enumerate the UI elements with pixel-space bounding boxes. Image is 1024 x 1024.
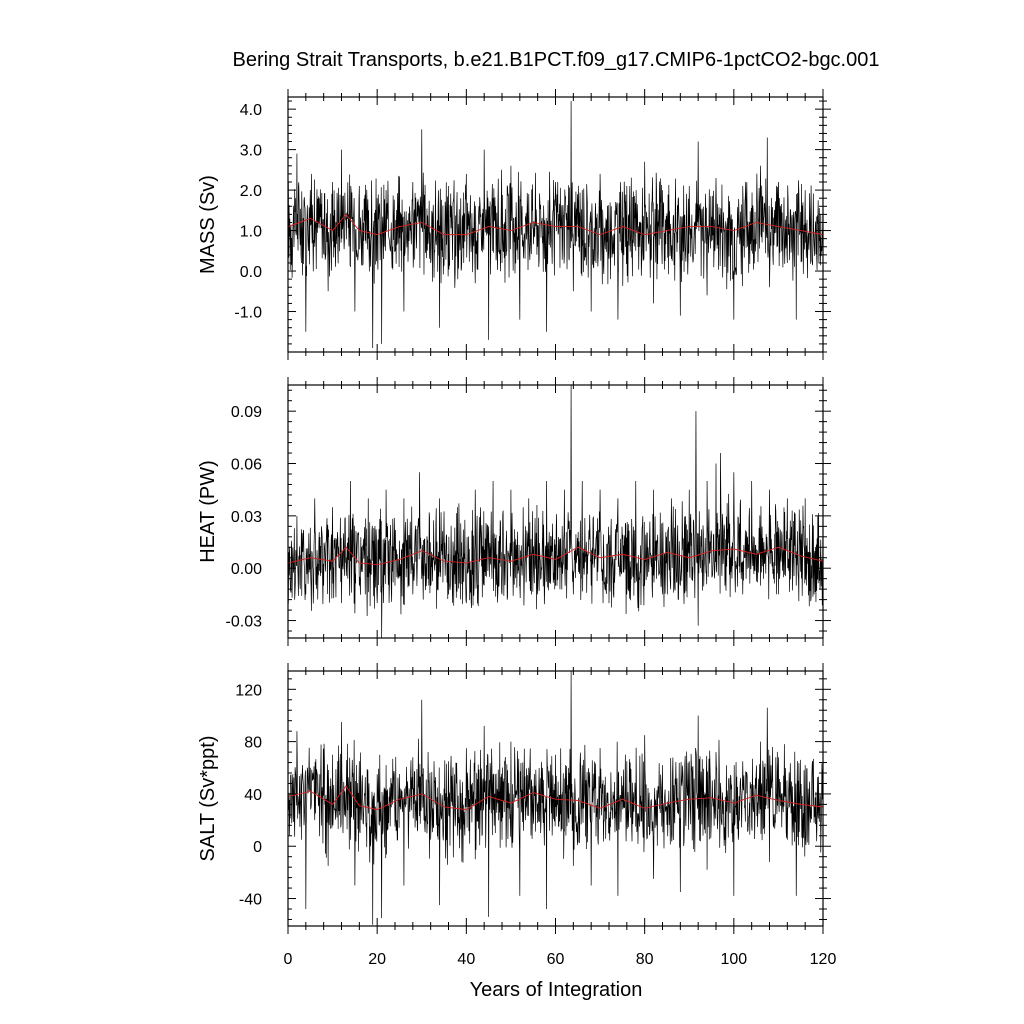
- y-tick-label: 0.0: [240, 264, 262, 281]
- x-axis: 0 20 40 60 80 100 120: [284, 951, 837, 968]
- y-tick-label: 1.0: [240, 224, 262, 241]
- x-tick-label: 20: [368, 951, 386, 968]
- y-axis-label: SALT (Sv*ppt): [197, 736, 219, 862]
- x-tick-label: 40: [457, 951, 475, 968]
- y-tick-label: 2.0: [240, 183, 262, 200]
- x-axis-label: Years of Integration: [470, 979, 643, 1001]
- mass-panel: -1.0 0.0 1.0 2.0 3.0 4.0 MASS (Sv): [197, 89, 831, 360]
- monthly-series-line: [288, 385, 823, 638]
- y-tick-label: 4.0: [240, 102, 262, 119]
- annual-mean-series-line: [288, 785, 823, 811]
- y-tick-label: 80: [244, 735, 262, 752]
- y-tick-label: 120: [235, 682, 262, 699]
- x-tick-label: 120: [810, 951, 837, 968]
- y-tick-label: -1.0: [234, 305, 262, 322]
- y-tick-label: 0.09: [231, 404, 262, 421]
- annual-mean-series-line: [288, 213, 823, 236]
- annual-mean-series-line: [288, 546, 823, 566]
- monthly-series-line: [288, 101, 823, 348]
- y-axis-label: HEAT (PW): [197, 460, 219, 563]
- y-tick-label: 40: [244, 787, 262, 804]
- x-tick-label: 80: [636, 951, 654, 968]
- y-tick-label: 0.03: [231, 509, 262, 526]
- x-tick-label: 100: [720, 951, 747, 968]
- heat-panel: -0.03 0.00 0.03 0.06 0.09 HEAT (PW): [197, 377, 831, 646]
- y-tick-label: 0.00: [231, 561, 262, 578]
- x-tick-label: 60: [547, 951, 565, 968]
- chart-title: Bering Strait Transports, b.e21.B1PCT.f0…: [232, 49, 879, 71]
- salt-panel: -40 0 40 80 120 SALT (Sv*ppt): [197, 663, 831, 934]
- y-tick-label: 0: [253, 839, 262, 856]
- x-tick-label: 0: [284, 951, 293, 968]
- y-tick-label: 0.06: [231, 457, 262, 474]
- y-tick-label: 3.0: [240, 143, 262, 160]
- y-tick-label: -40: [239, 892, 262, 909]
- y-axis-label: MASS (Sv): [197, 175, 219, 274]
- monthly-series-line: [288, 671, 823, 925]
- y-tick-label: -0.03: [226, 614, 263, 631]
